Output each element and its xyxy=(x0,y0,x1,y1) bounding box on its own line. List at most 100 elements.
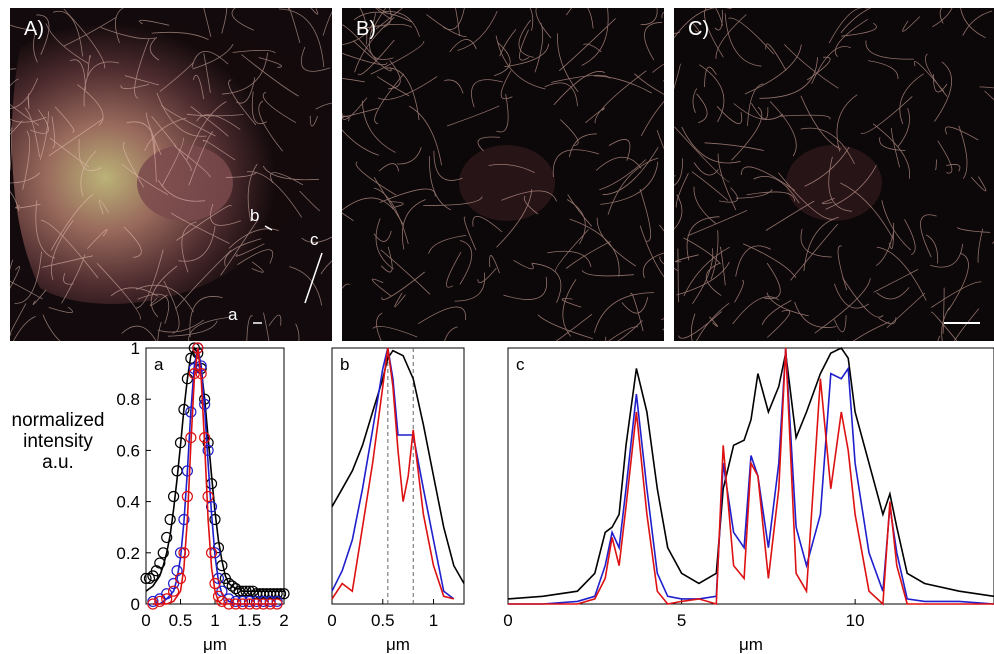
microtubule-fiber xyxy=(913,61,945,92)
microtubule-fiber xyxy=(860,96,913,134)
microtubule-fiber xyxy=(10,303,27,337)
microtubule-fiber xyxy=(945,126,979,141)
microtubule-fiber xyxy=(875,231,894,267)
data-point-red xyxy=(188,367,200,380)
microtubule-fiber xyxy=(342,24,378,61)
microtubule-fiber xyxy=(203,8,212,37)
profile-line-black xyxy=(507,346,994,600)
microtubule-fiber xyxy=(417,306,467,325)
data-point-black xyxy=(168,490,180,503)
microtubule-fiber xyxy=(247,163,258,222)
microtubule-fiber xyxy=(376,312,383,341)
microtubule-fiber xyxy=(221,8,228,34)
microtubule-fiber xyxy=(704,66,717,88)
data-point-blue xyxy=(178,513,190,526)
microtubule-fiber xyxy=(692,248,714,305)
microtubule-fiber xyxy=(32,289,47,305)
data-point-black xyxy=(174,437,187,449)
microtubule-fiber xyxy=(931,311,958,341)
microtubule-fiber xyxy=(371,278,392,297)
microtubule-fiber xyxy=(704,142,764,151)
microtubule-fiber xyxy=(621,297,649,314)
microtubule-fiber xyxy=(157,321,162,341)
x-tick-label: 5 xyxy=(677,611,686,630)
microtubule-fiber xyxy=(872,123,911,179)
data-point-blue xyxy=(181,465,193,477)
microtubule-fiber xyxy=(10,190,20,211)
microtubule-fiber xyxy=(188,131,214,186)
microtubule-fiber xyxy=(309,115,318,127)
micrograph-panel-c: C) xyxy=(674,8,994,341)
microtubule-fiber xyxy=(63,272,74,285)
data-point-black xyxy=(140,572,152,584)
microtubule-fiber xyxy=(876,246,927,301)
microtubule-fiber xyxy=(766,310,791,338)
microtubule-fiber xyxy=(203,53,211,93)
data-point-red xyxy=(264,598,276,610)
microtubule-fiber xyxy=(594,70,647,124)
microtubule-fiber xyxy=(361,100,396,153)
microtubule-fiber xyxy=(567,194,592,227)
microtubule-fiber xyxy=(924,53,948,97)
microtubule-fiber xyxy=(87,54,91,77)
microtubule-fiber xyxy=(897,107,910,148)
microtubule-fiber xyxy=(372,326,418,338)
microtubule-fiber xyxy=(220,219,259,276)
fit-line-blue xyxy=(152,347,278,605)
microtubule-fiber xyxy=(704,8,724,58)
microtubule-fiber xyxy=(746,191,796,202)
panel-label-c: C) xyxy=(688,18,710,40)
microtubule-fiber xyxy=(278,8,325,68)
data-point-red xyxy=(209,577,221,590)
microtubule-fiber xyxy=(569,218,620,277)
microtubule-fiber xyxy=(585,107,605,124)
data-point-red xyxy=(271,598,283,610)
plot-frame-a xyxy=(145,347,285,605)
microtubule-fiber xyxy=(459,240,473,285)
microtubule-fiber xyxy=(51,116,56,148)
microtubule-fiber xyxy=(958,125,968,179)
microtubule-fiber xyxy=(342,129,379,156)
microtubule-fiber xyxy=(683,246,730,297)
microtubule-fiber xyxy=(937,140,953,174)
microtubule-fiber xyxy=(342,283,350,290)
microtubule-fiber xyxy=(493,42,511,77)
microtubule-fiber xyxy=(547,250,592,267)
microtubule-fiber xyxy=(139,19,170,26)
microtubule-fiber xyxy=(942,287,945,334)
x-tick-label: 0.5 xyxy=(371,611,395,630)
microtubule-fiber xyxy=(10,104,40,126)
microtubule-fiber xyxy=(500,70,513,100)
microtubule-fiber xyxy=(186,113,244,117)
microtubule-fiber xyxy=(135,249,164,309)
microtubule-fiber xyxy=(557,33,579,93)
microtubule-fiber xyxy=(600,161,659,205)
data-point-black xyxy=(247,585,259,597)
microtubule-fiber xyxy=(70,59,86,91)
microtubule-fiber xyxy=(446,251,462,288)
microtubule-fiber xyxy=(878,317,897,325)
microtubule-fiber xyxy=(658,224,664,232)
microtubule-fiber xyxy=(710,230,719,280)
microtubule-fiber xyxy=(759,57,818,99)
microtubule-fiber xyxy=(301,236,332,243)
microtubule-fiber xyxy=(115,8,124,44)
microtubule-fiber xyxy=(124,75,160,86)
microtubule-fiber xyxy=(656,130,664,150)
microtubule-fiber xyxy=(342,78,365,83)
microtubule-fiber xyxy=(581,8,609,66)
microtubule-fiber xyxy=(552,149,600,178)
microtubule-fiber xyxy=(674,158,683,186)
microtubule-fiber xyxy=(192,74,205,100)
microtubule-fiber xyxy=(764,262,781,300)
microtubule-fiber xyxy=(806,56,831,81)
microtubule-fiber xyxy=(659,256,664,265)
microtubule-fiber xyxy=(78,139,102,172)
microtubule-fiber xyxy=(300,46,331,72)
microtubule-fiber xyxy=(170,212,230,244)
data-point-red xyxy=(199,431,211,444)
microtubule-fiber xyxy=(724,13,762,67)
microtubule-fiber xyxy=(196,114,241,130)
y-axis-label-line2: intensity xyxy=(23,431,93,452)
microtubule-fiber xyxy=(24,107,40,158)
